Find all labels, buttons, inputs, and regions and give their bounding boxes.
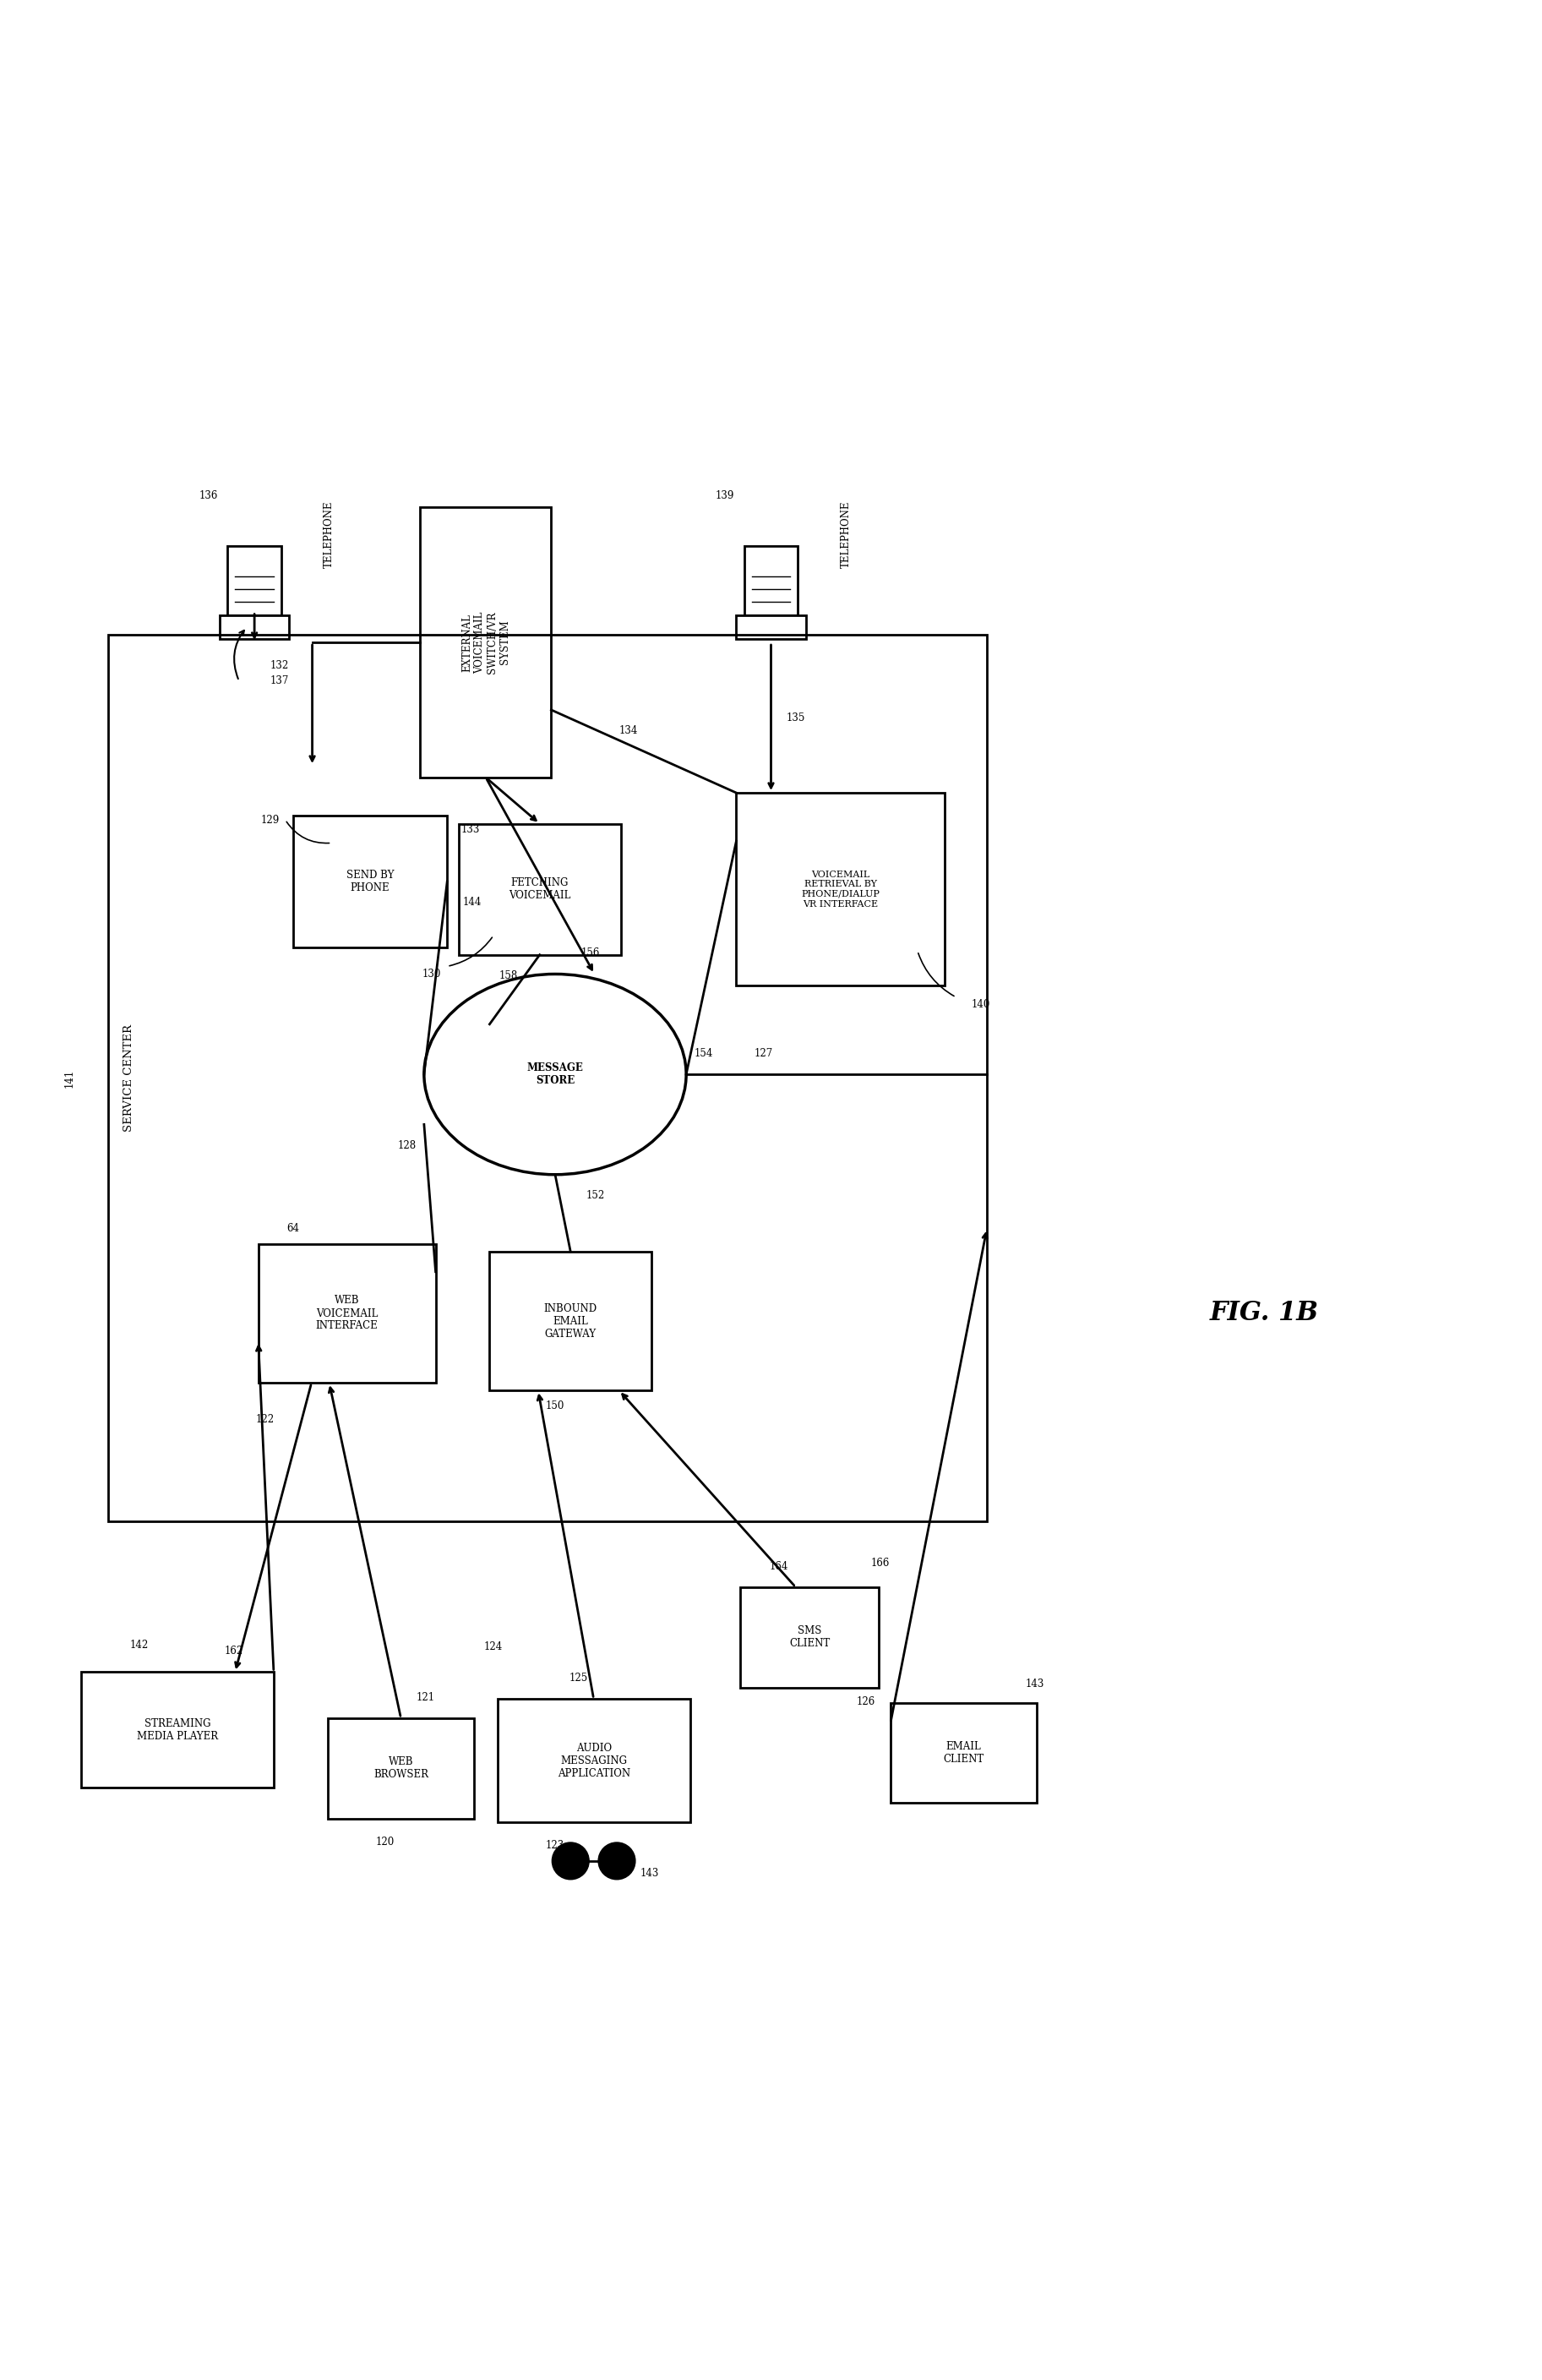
Text: 123: 123 [546,1840,564,1852]
Text: 143: 143 [1025,1678,1044,1690]
Text: 64: 64 [287,1223,299,1235]
Text: 129: 129 [261,814,279,826]
Text: EMAIL
CLIENT: EMAIL CLIENT [944,1742,984,1766]
Text: 128: 128 [398,1140,416,1152]
Text: TELEPHONE: TELEPHONE [840,500,851,569]
Text: 156: 156 [581,947,600,959]
Text: 150: 150 [546,1399,564,1411]
FancyBboxPatch shape [293,816,447,947]
Text: 122: 122 [256,1414,274,1426]
Text: VOICEMAIL
RETRIEVAL BY
PHONE/DIALUP
VR INTERFACE: VOICEMAIL RETRIEVAL BY PHONE/DIALUP VR I… [802,871,879,909]
Text: 140: 140 [971,1000,990,1012]
Text: SMS
CLIENT: SMS CLIENT [790,1626,830,1649]
FancyBboxPatch shape [460,823,620,954]
FancyBboxPatch shape [258,1245,435,1383]
Text: 134: 134 [618,726,638,735]
Text: 139: 139 [715,490,734,502]
Text: 164: 164 [769,1561,788,1571]
Text: 125: 125 [569,1673,588,1683]
Text: 135: 135 [786,712,805,724]
FancyBboxPatch shape [82,1673,274,1787]
Text: WEB
BROWSER: WEB BROWSER [373,1756,429,1780]
Text: AUDIO
MESSAGING
APPLICATION: AUDIO MESSAGING APPLICATION [557,1742,631,1778]
Text: 120: 120 [376,1837,395,1847]
Text: TELEPHONE: TELEPHONE [324,500,335,569]
Ellipse shape [424,973,686,1176]
FancyBboxPatch shape [419,507,552,778]
Text: 133: 133 [461,823,480,835]
FancyBboxPatch shape [228,545,282,616]
Text: EXTERNAL
VOICEMAIL
SWITCH/VR
SYSTEM: EXTERNAL VOICEMAIL SWITCH/VR SYSTEM [461,612,510,674]
FancyBboxPatch shape [497,1699,689,1823]
FancyBboxPatch shape [737,616,805,638]
Circle shape [552,1842,589,1880]
Text: 130: 130 [423,969,441,981]
Text: FIG. 1B: FIG. 1B [1210,1299,1318,1326]
FancyBboxPatch shape [740,1587,879,1687]
FancyBboxPatch shape [743,545,797,616]
Text: WEB
VOICEMAIL
INTERFACE: WEB VOICEMAIL INTERFACE [316,1295,378,1330]
Text: 121: 121 [416,1692,435,1702]
FancyBboxPatch shape [891,1702,1036,1804]
FancyBboxPatch shape [328,1718,475,1818]
Text: 141: 141 [63,1069,76,1088]
Text: FETCHING
VOICEMAIL: FETCHING VOICEMAIL [509,878,571,902]
Text: MESSAGE
STORE: MESSAGE STORE [527,1061,583,1085]
Text: 136: 136 [199,490,217,502]
Text: 144: 144 [463,897,481,907]
Text: SERVICE CENTER: SERVICE CENTER [123,1023,134,1133]
Text: 143: 143 [640,1868,658,1878]
Text: 124: 124 [484,1642,503,1652]
FancyBboxPatch shape [737,793,944,985]
Text: 158: 158 [500,971,518,981]
Text: 132: 132 [270,659,290,671]
Text: 142: 142 [130,1640,148,1649]
FancyBboxPatch shape [219,616,290,638]
FancyBboxPatch shape [490,1252,651,1390]
Text: 166: 166 [871,1559,890,1568]
Circle shape [598,1842,635,1880]
Text: 126: 126 [856,1697,876,1706]
Text: SEND BY
PHONE: SEND BY PHONE [347,869,393,892]
Text: 137: 137 [270,676,288,685]
Text: STREAMING
MEDIA PLAYER: STREAMING MEDIA PLAYER [137,1718,217,1742]
Text: 162: 162 [224,1645,244,1656]
Text: 152: 152 [586,1190,604,1202]
Text: INBOUND
EMAIL
GATEWAY: INBOUND EMAIL GATEWAY [544,1302,597,1340]
Text: 127: 127 [754,1047,773,1059]
Text: 154: 154 [694,1047,712,1059]
